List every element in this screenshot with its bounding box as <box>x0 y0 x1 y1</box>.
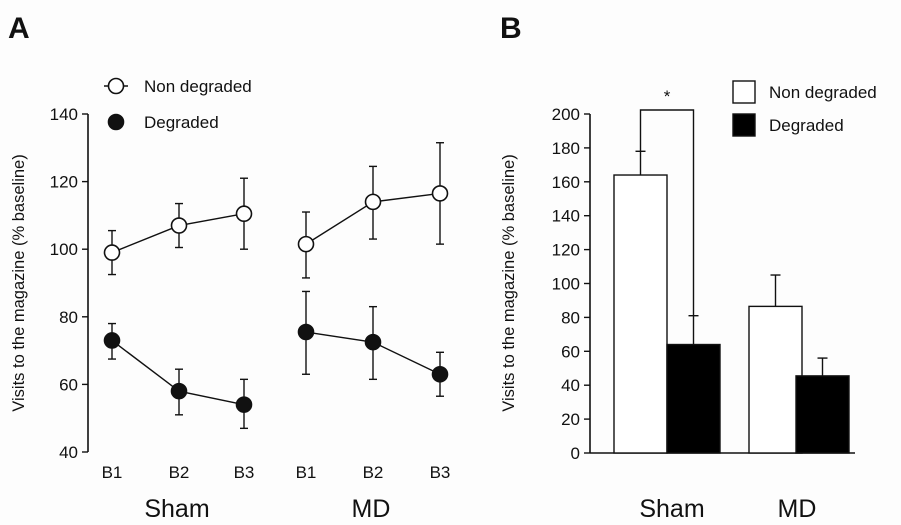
y-tick-label: 200 <box>552 105 580 124</box>
data-point <box>170 382 188 400</box>
y-tick-label: 140 <box>50 105 78 124</box>
y-axis-label: Visits to the magazine (% baseline) <box>10 154 28 411</box>
y-tick-label: 140 <box>552 207 580 226</box>
legend-label: Non degraded <box>769 83 877 102</box>
y-tick-label: 100 <box>50 240 78 259</box>
panel-a-letter: A <box>8 12 30 45</box>
y-tick-label: 80 <box>59 308 78 327</box>
data-point <box>364 333 382 351</box>
legend-marker <box>107 77 125 95</box>
bar <box>666 343 721 454</box>
data-point <box>103 332 121 349</box>
data-point <box>431 365 449 383</box>
data-point <box>297 323 315 341</box>
bar <box>795 375 850 454</box>
legend-swatch <box>732 113 756 137</box>
y-tick-label: 180 <box>552 139 580 158</box>
data-point <box>297 235 315 253</box>
y-tick-label: 20 <box>561 410 580 429</box>
y-tick-label: 40 <box>561 376 580 395</box>
panel-a-line-chart: 40 60 80 100 120 140 Visits to the magazine (%… <box>10 77 450 523</box>
y-tick-label: 100 <box>552 275 580 294</box>
x-tick-label: B2 <box>169 463 190 482</box>
data-point <box>235 205 253 223</box>
bar <box>613 174 668 454</box>
data-point <box>103 244 121 261</box>
panel-b-bar-chart: 0 20 40 60 80 100 120 140 160 180 200 Visits to the… <box>500 80 877 523</box>
data-point <box>431 185 449 202</box>
y-tick-label: 60 <box>59 375 78 394</box>
x-tick-label: B3 <box>234 463 255 482</box>
y-tick-label: 160 <box>552 173 580 192</box>
significance-bracket <box>639 109 695 316</box>
data-point <box>364 193 382 211</box>
significance-asterisk: * <box>664 87 671 106</box>
x-group-label: Sham <box>144 495 209 523</box>
y-tick-label: 0 <box>571 444 580 463</box>
x-group-label: MD <box>352 495 391 523</box>
y-tick-label: 60 <box>561 342 580 361</box>
y-axis-label: Visits to the magazine (% baseline) <box>500 154 518 411</box>
legend-label: Degraded <box>769 116 844 135</box>
legend-swatch <box>732 80 756 104</box>
bar <box>748 305 803 454</box>
legend-label: Degraded <box>144 113 219 132</box>
x-tick-label: B1 <box>102 463 123 482</box>
y-tick-label: 120 <box>552 241 580 260</box>
x-tick-label: B1 <box>296 463 317 482</box>
x-tick-label: B2 <box>363 463 384 482</box>
x-tick-label: B3 <box>430 463 451 482</box>
x-category-label: Sham <box>639 495 704 523</box>
legend-label: Non degraded <box>144 77 252 96</box>
data-point <box>170 217 188 234</box>
y-tick-label: 120 <box>50 173 78 192</box>
x-category-label: MD <box>778 495 817 523</box>
data-point <box>235 396 253 413</box>
panel-b-letter: B <box>500 12 522 45</box>
y-tick-label: 40 <box>59 443 78 462</box>
legend-marker <box>107 113 125 131</box>
y-tick-label: 80 <box>561 308 580 327</box>
